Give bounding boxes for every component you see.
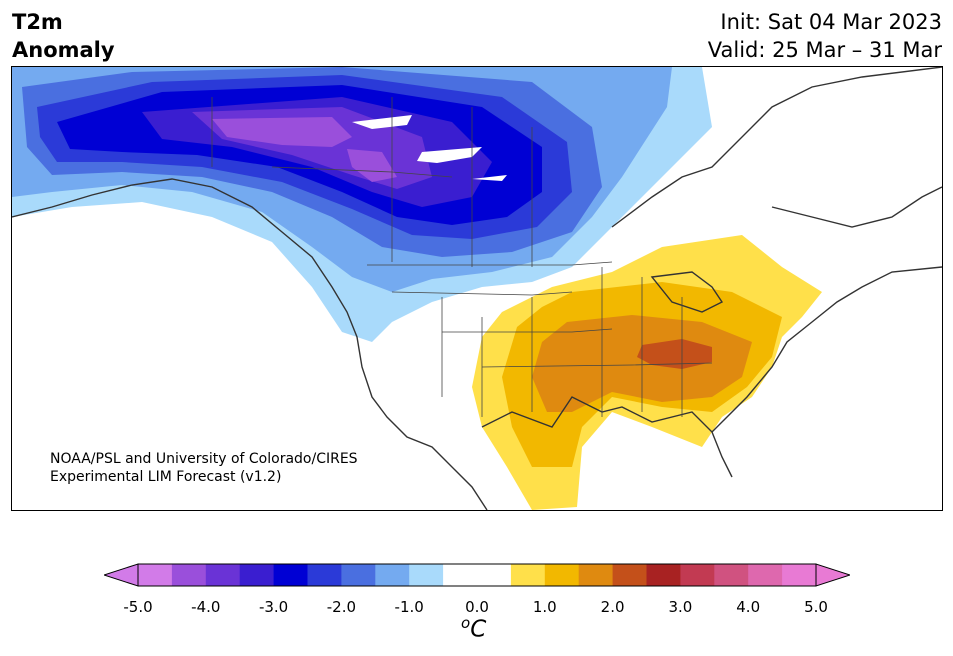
colorbar-tick-label: 3.0 <box>668 598 693 616</box>
colorbar-segment <box>341 564 376 586</box>
map-canvas <box>12 67 942 510</box>
colorbar-segment <box>680 564 715 586</box>
colorbar-segment <box>748 564 783 586</box>
colorbar-under-arrow <box>104 563 139 587</box>
map-title: T2m Anomaly <box>12 8 115 64</box>
credit-line-1: NOAA/PSL and University of Colorado/CIRE… <box>50 451 358 467</box>
colorbar-segment <box>578 564 614 586</box>
init-date: Init: Sat 04 Mar 2023 <box>720 10 942 34</box>
cold-contour-purple-4 <box>347 149 397 182</box>
credit-line-2: Experimental LIM Forecast (v1.2) <box>50 469 282 485</box>
lake-athabasca <box>472 175 507 181</box>
colorbar-segment <box>443 564 478 586</box>
unit-degree: o <box>461 614 471 632</box>
colorbar-tick-label: -1.0 <box>394 598 424 616</box>
colorbar-segment <box>273 564 308 586</box>
colorbar-segment <box>477 564 512 586</box>
colorbar-tick-label: 2.0 <box>600 598 625 616</box>
colorbar-tick-label: 5.0 <box>804 598 828 616</box>
colorbar-segment <box>375 564 410 586</box>
colorbar-segments <box>138 564 817 586</box>
colorbar-tick-label: -3.0 <box>258 598 289 616</box>
forecast-dates: Init: Sat 04 Mar 2023 Valid: 25 Mar – 31… <box>708 8 942 64</box>
title-line-2: Anomaly <box>12 38 115 62</box>
colorbar <box>104 563 850 587</box>
colorbar-over-arrow <box>815 563 850 587</box>
cold-contour-purple-3 <box>212 117 352 147</box>
colorbar-segment <box>205 564 241 586</box>
colorbar-outline <box>137 563 817 587</box>
colorbar-segment <box>714 564 749 586</box>
colorbar-tick-label: 1.0 <box>532 598 557 616</box>
colorbar-segment <box>612 564 647 586</box>
political-borders <box>211 97 713 417</box>
colorbar-segment <box>307 564 342 586</box>
great-slave-lake <box>417 147 482 163</box>
colorbar-tick-label: -2.0 <box>326 598 357 616</box>
colorbar-segment <box>171 564 207 586</box>
colorbar-segment <box>409 564 444 586</box>
colorbar-tick-label: -4.0 <box>191 598 221 616</box>
coastlines <box>12 67 942 510</box>
colorbar-segment <box>138 564 173 586</box>
colorbar-segment <box>782 564 817 586</box>
anomaly-map: NOAA/PSL and University of Colorado/CIRE… <box>11 66 943 511</box>
colorbar-segment <box>544 564 580 586</box>
colorbar-tick-label: 4.0 <box>736 598 761 616</box>
map-credit: NOAA/PSL and University of Colorado/CIRE… <box>50 450 358 486</box>
valid-date: Valid: 25 Mar – 31 Mar <box>707 38 942 62</box>
warm-contour-dark-orange <box>637 339 712 369</box>
unit-celsius: C <box>470 616 487 643</box>
colorbar-tick-label: 0.0 <box>465 598 489 616</box>
unit-label: oC <box>461 614 486 643</box>
colorbar-segment <box>510 564 546 586</box>
title-line-1: T2m <box>12 10 63 34</box>
colorbar-tick-label: -5.0 <box>123 598 153 616</box>
colorbar-segment <box>646 564 681 586</box>
colorbar-segment <box>239 564 275 586</box>
great-bear-lake <box>352 115 412 129</box>
